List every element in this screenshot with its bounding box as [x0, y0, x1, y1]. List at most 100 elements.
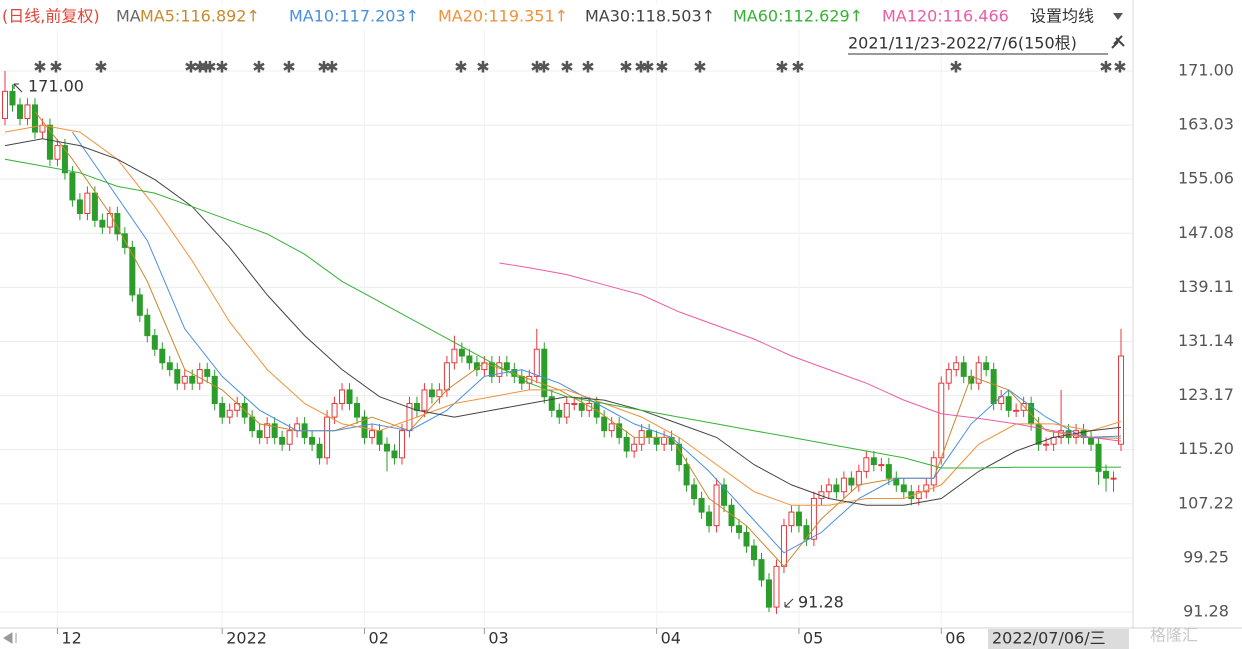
event-marker: ✱ — [775, 58, 788, 77]
candle-body — [204, 369, 211, 377]
candle-body — [151, 335, 158, 350]
grid-layer — [0, 0, 1133, 634]
scroll-left-icon[interactable] — [3, 632, 17, 644]
candle-body — [930, 457, 937, 486]
candle-body — [833, 484, 840, 493]
event-marker: ✱ — [184, 58, 197, 77]
candle-body — [69, 172, 76, 201]
event-marker: ✱ — [655, 58, 668, 77]
candle-body — [878, 464, 885, 467]
ma-layer — [4, 111, 1122, 568]
annotation-low: 91.28 — [798, 593, 844, 612]
annotation-arrowhead-low — [784, 602, 790, 608]
candle-body — [743, 531, 750, 547]
candle-body — [945, 369, 952, 384]
event-marker: ✱ — [199, 58, 212, 77]
event-marker: ✱ — [581, 58, 594, 77]
candle-body — [803, 525, 810, 540]
candle-body — [211, 375, 218, 405]
candle-body — [2, 90, 8, 119]
x-tick-label: 02 — [369, 629, 389, 648]
candle-body — [309, 436, 316, 445]
x-tick-label: 12 — [61, 629, 81, 648]
candle-body — [541, 348, 548, 398]
annotation-arrow-low — [784, 598, 794, 608]
candle-body — [975, 362, 982, 384]
candle-body — [421, 389, 428, 411]
candle-body — [795, 511, 802, 527]
candle-body — [159, 348, 166, 364]
candle-body — [24, 104, 31, 119]
ma-line — [499, 262, 1122, 442]
candle-body — [279, 436, 286, 445]
candle-body — [9, 90, 16, 106]
legend-entry: MA10:117.203↑ — [289, 7, 419, 26]
event-marker: ✱ — [634, 58, 647, 77]
event-marker: ✱ — [1099, 58, 1112, 77]
watermark: 格隆汇 — [1150, 626, 1198, 645]
candle-body — [616, 423, 623, 438]
candle-body — [84, 192, 91, 214]
candle-body — [751, 545, 757, 561]
range-label: 2021/11/23-2022/7/6(150根) — [848, 34, 1077, 53]
legend-entry: MA120:116.466 — [882, 7, 1009, 26]
candle-body — [1088, 436, 1095, 445]
candle-body — [99, 219, 106, 228]
candle-body — [31, 104, 38, 133]
candle-body — [923, 484, 930, 493]
pin-icon[interactable] — [1111, 35, 1125, 49]
event-marker: ✱ — [317, 58, 330, 77]
candle-body — [1103, 470, 1110, 479]
candle-body — [264, 423, 271, 438]
candle-body — [354, 403, 361, 418]
settings-button[interactable]: 设置均线 — [1030, 7, 1094, 26]
candle-body — [451, 348, 458, 364]
settings-dropdown-icon[interactable] — [1113, 13, 1123, 20]
legend-entry: MA30:118.503↑ — [585, 7, 715, 26]
candle-body — [443, 362, 450, 391]
candle-body — [825, 484, 832, 493]
candle-body — [1095, 443, 1102, 472]
candle-body — [391, 450, 398, 459]
candle-body — [601, 416, 608, 432]
candle-body — [129, 246, 136, 296]
candle-body — [885, 464, 892, 479]
candle-body — [721, 484, 728, 506]
candle-body — [863, 457, 870, 472]
candle-body — [938, 382, 945, 459]
candle-body — [623, 436, 630, 452]
candle-body — [983, 362, 990, 371]
candle-body — [691, 484, 698, 500]
event-marker: ✱ — [215, 58, 228, 77]
candle-body — [503, 362, 510, 371]
event-marker: ✱ — [530, 58, 543, 77]
candle-body — [383, 443, 390, 452]
candle-body — [286, 430, 293, 445]
candle-body — [563, 403, 570, 418]
candle-body — [848, 477, 855, 486]
y-tick-label: 139.11 — [1178, 277, 1234, 296]
candle-body — [61, 145, 68, 174]
ma-line — [71, 131, 1122, 554]
candle-body — [653, 436, 660, 445]
legend-entry: MA60:112.629↑ — [733, 7, 863, 26]
y-tick-label: 155.06 — [1178, 169, 1234, 188]
label-layer: 171.00 163.03 155.06 147.08 139.11 131.14 123.… — [33, 58, 1234, 648]
candle-body — [76, 199, 83, 214]
annotation-arrowhead-high — [13, 83, 19, 89]
candle-body — [960, 362, 967, 377]
candle-body — [91, 192, 98, 221]
candle-body — [631, 443, 638, 452]
event-marker: ✱ — [1113, 58, 1126, 77]
event-marker: ✱ — [33, 58, 46, 77]
cursor-date-box — [988, 629, 1129, 649]
y-tick-label: 163.03 — [1178, 115, 1234, 134]
event-marker: ✱ — [476, 58, 489, 77]
y-tick-label: 91.28 — [1183, 601, 1229, 620]
candle-body — [556, 409, 563, 418]
candle-body — [1118, 355, 1125, 445]
candle-body — [398, 430, 405, 459]
candle-body — [706, 511, 713, 527]
candle-body — [114, 212, 121, 235]
